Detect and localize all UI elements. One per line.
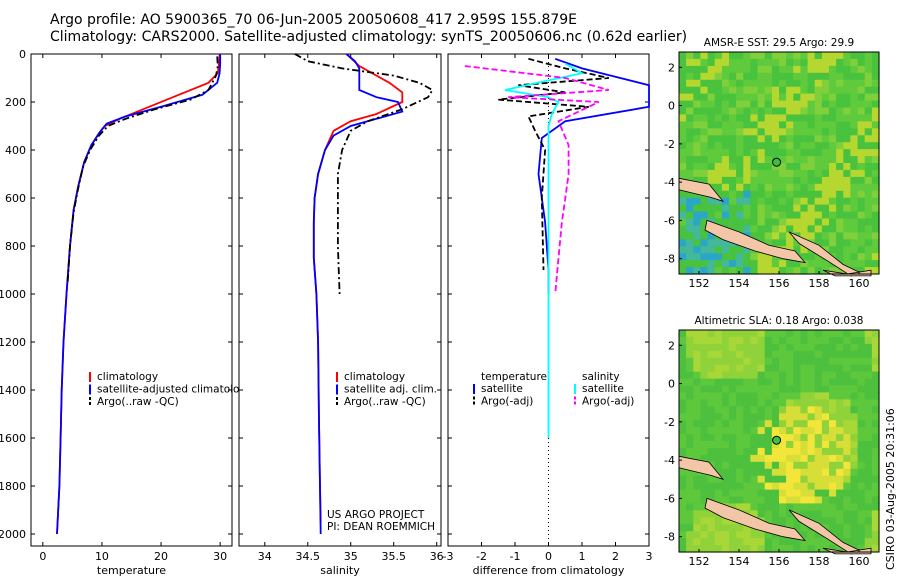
x-tick-label: 160	[849, 277, 870, 290]
panel-temperature: 0 10 20 30 0 200 400 600 800 1000 1200 1400 1600 1800…	[0, 48, 252, 577]
x-tick-label: 0	[545, 550, 552, 563]
x-tick-label: 152	[689, 277, 710, 290]
panel-salinity: 34 34.5 35 35.5 36 salinity climatologysatelli…	[238, 53, 444, 577]
y-tick-label: 1200	[0, 336, 26, 349]
y-tick-label: -6	[664, 214, 675, 227]
legend-header-temperature: temperature	[481, 371, 547, 383]
x-tick-label: 35.5	[381, 550, 406, 563]
x-tick-label: 156	[769, 555, 790, 568]
legend-label: Argo(-adj)	[582, 396, 634, 408]
land-mass	[704, 219, 807, 264]
x-tick-label: 34	[258, 550, 272, 563]
x-tick-label: 0	[39, 550, 46, 563]
x-tick-label: -1	[510, 550, 521, 563]
y-tick-label: -2	[664, 138, 675, 151]
panel-annotation: PI: DEAN ROEMMICH	[327, 521, 435, 533]
series-argo-raw-qc-	[294, 53, 434, 295]
series-salinity-argo-adj-	[464, 65, 610, 295]
chart-title-line1: Argo profile: AO 5900365_70 06-Jun-2005 …	[50, 12, 578, 28]
x-tick-label: 2	[612, 550, 619, 563]
x-tick-label: 34.5	[296, 550, 321, 563]
plot-frame	[30, 53, 233, 547]
series-temperature-argo-adj-	[498, 57, 609, 271]
x-tick-label: -2	[476, 550, 487, 563]
x-tick-label: 152	[689, 555, 710, 568]
x-tick-label: 156	[769, 277, 790, 290]
panel-sla_map: Altimetric SLA: 0.18 Argo: 0.038 152 154 15…	[664, 315, 880, 568]
argo-position-marker	[772, 435, 782, 445]
y-tick-label: 1600	[0, 432, 26, 445]
legend-label: Argo(..raw -QC)	[97, 396, 179, 408]
legend-label: Argo(..raw -QC)	[344, 396, 426, 408]
x-tick-label: 154	[729, 555, 750, 568]
panel-difference: -3 -2 -1 0 1 2 3 difference from climatology tem…	[443, 53, 653, 577]
x-tick-label: 154	[729, 277, 750, 290]
legend-header-salinity: salinity	[582, 371, 620, 383]
map-title: AMSR-E SST: 29.5 Argo: 29.9	[704, 37, 854, 49]
y-tick-label: -4	[664, 176, 675, 189]
y-tick-label: -2	[664, 416, 675, 429]
legend-label: satellite	[582, 383, 624, 395]
series-temperature-satellite	[537, 57, 650, 294]
x-tick-label: 158	[809, 277, 830, 290]
series-satellite-adj-clim-	[312, 53, 404, 535]
y-tick-label: 2000	[0, 528, 26, 541]
plot-frame	[238, 53, 442, 547]
y-tick-label: 400	[5, 144, 26, 157]
chart-title-line2: Climatology: CARS2000. Satellite-adjuste…	[50, 29, 688, 45]
y-tick-label: 2	[668, 61, 675, 74]
x-tick-label: 20	[154, 550, 168, 563]
x-tick-label: 30	[213, 550, 227, 563]
y-tick-label: -6	[664, 492, 675, 505]
panel-annotation: US ARGO PROJECT	[327, 509, 425, 521]
y-tick-label: -8	[664, 253, 675, 266]
legend-label: satellite adj. clim.	[344, 384, 437, 396]
x-axis-label: temperature	[97, 564, 166, 577]
y-tick-label: 1000	[0, 288, 26, 301]
y-tick-label: 600	[5, 192, 26, 205]
x-tick-label: 158	[809, 555, 830, 568]
land-mass	[704, 497, 807, 542]
y-tick-label: 200	[5, 96, 26, 109]
y-tick-label: -8	[664, 531, 675, 544]
legend-label: climatology	[97, 371, 158, 383]
y-tick-label: 1800	[0, 480, 26, 493]
x-tick-label: 10	[95, 550, 109, 563]
y-tick-label: 0	[668, 378, 675, 391]
y-tick-label: 0	[19, 48, 26, 61]
legend-label: satellite-adjusted climatology	[97, 384, 252, 396]
legend-label: Argo(-adj)	[481, 396, 533, 408]
x-tick-label: 36	[430, 550, 444, 563]
x-tick-label: 160	[849, 555, 870, 568]
legend-label: climatology	[344, 371, 405, 383]
y-tick-label: -4	[664, 454, 675, 467]
x-axis-label: salinity	[320, 564, 360, 577]
map-title: Altimetric SLA: 0.18 Argo: 0.038	[695, 315, 864, 327]
x-tick-label: 1	[579, 550, 586, 563]
y-tick-label: 0	[668, 100, 675, 113]
x-axis-label: difference from climatology	[473, 564, 625, 577]
argo-position-marker	[772, 157, 782, 167]
panel-sst_map: AMSR-E SST: 29.5 Argo: 29.9 152 154 156 158 1…	[664, 37, 880, 290]
y-tick-label: 800	[5, 240, 26, 253]
y-tick-label: 1400	[0, 384, 26, 397]
x-tick-label: 3	[646, 550, 653, 563]
x-tick-label: 35	[344, 550, 358, 563]
legend-label: satellite	[481, 383, 523, 395]
y-tick-label: 2	[668, 339, 675, 352]
x-tick-label: -3	[443, 550, 454, 563]
footer-credit: CSIRO 03-Aug-2005 20:31:06	[884, 408, 897, 570]
series-argo-raw-qc-	[66, 56, 219, 283]
series-salinity-satellite	[504, 62, 585, 438]
